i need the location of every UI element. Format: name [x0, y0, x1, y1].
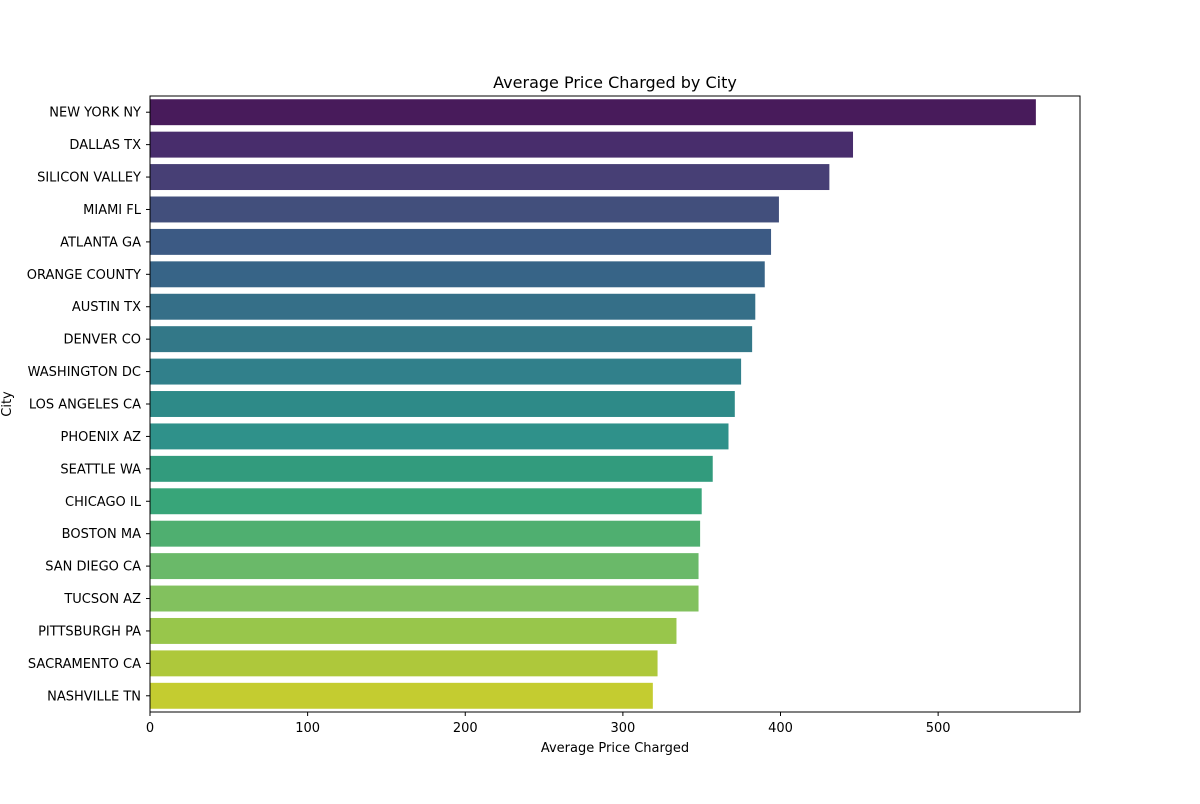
x-tick-label: 200 — [453, 721, 478, 736]
y-tick-label: CHICAGO IL — [65, 495, 142, 510]
y-axis-label: City — [0, 391, 15, 417]
y-tick-label: ORANGE COUNTY — [27, 268, 141, 283]
y-tick-label: ATLANTA GA — [60, 235, 141, 250]
y-tick-label: SAN DIEGO CA — [45, 560, 141, 575]
bar-nashville-tn — [150, 682, 653, 709]
x-tick-label: 300 — [610, 721, 635, 736]
x-axis-ticks: 0 100 200 300 400 500 — [146, 712, 951, 736]
y-tick-label: NASHVILLE TN — [47, 689, 141, 704]
y-tick-label: SACRAMENTO CA — [28, 657, 141, 672]
y-tick-label: SEATTLE WA — [60, 462, 141, 477]
y-tick-label: PITTSBURGH PA — [38, 624, 141, 639]
x-tick-label: 0 — [146, 721, 154, 736]
y-tick-label: BOSTON MA — [62, 527, 141, 542]
bar-dallas-tx — [150, 131, 854, 158]
y-tick-label: TUCSON AZ — [63, 592, 141, 607]
bar-washington-dc — [150, 358, 742, 385]
y-axis-ticks: NEW YORK NY DALLAS TX SILICON VALLEY MIAMI … — [27, 106, 150, 704]
bar-chicago-il — [150, 488, 702, 515]
bar-tucson-az — [150, 585, 699, 612]
bars-layer — [150, 99, 1036, 709]
y-tick-label: PHOENIX AZ — [61, 430, 142, 445]
x-axis-label: Average Price Charged — [541, 741, 689, 756]
x-tick-label: 400 — [768, 721, 793, 736]
y-tick-label: MIAMI FL — [83, 203, 142, 218]
plot-frame — [149, 95, 1081, 713]
y-tick-label: LOS ANGELES CA — [29, 398, 141, 413]
bar-boston-ma — [150, 520, 701, 547]
bar-sacramento-ca — [150, 650, 658, 677]
bar-pittsburgh-pa — [150, 617, 677, 644]
bar-seattle-wa — [150, 455, 713, 482]
y-tick-label: DENVER CO — [63, 333, 141, 348]
bar-phoenix-az — [150, 423, 729, 450]
bar-los-angeles-ca — [150, 391, 735, 417]
y-tick-label: AUSTIN TX — [72, 300, 141, 315]
bar-new-york-ny — [150, 99, 1036, 126]
y-tick-label: DALLAS TX — [69, 138, 141, 153]
bar-silicon-valley — [150, 164, 830, 191]
x-tick-label: 500 — [926, 721, 951, 736]
bar-denver-co — [150, 326, 753, 353]
y-tick-label: NEW YORK NY — [49, 106, 141, 121]
bar-orange-county — [150, 261, 765, 288]
y-tick-label: SILICON VALLEY — [37, 171, 141, 186]
bar-san-diego-ca — [150, 553, 699, 580]
bar-atlanta-ga — [150, 228, 772, 255]
bar-austin-tx — [150, 293, 756, 320]
y-tick-label: WASHINGTON DC — [28, 365, 141, 380]
bar-miami-fl — [150, 196, 779, 223]
x-tick-label: 100 — [295, 721, 320, 736]
chart-title: Average Price Charged by City — [493, 73, 737, 92]
